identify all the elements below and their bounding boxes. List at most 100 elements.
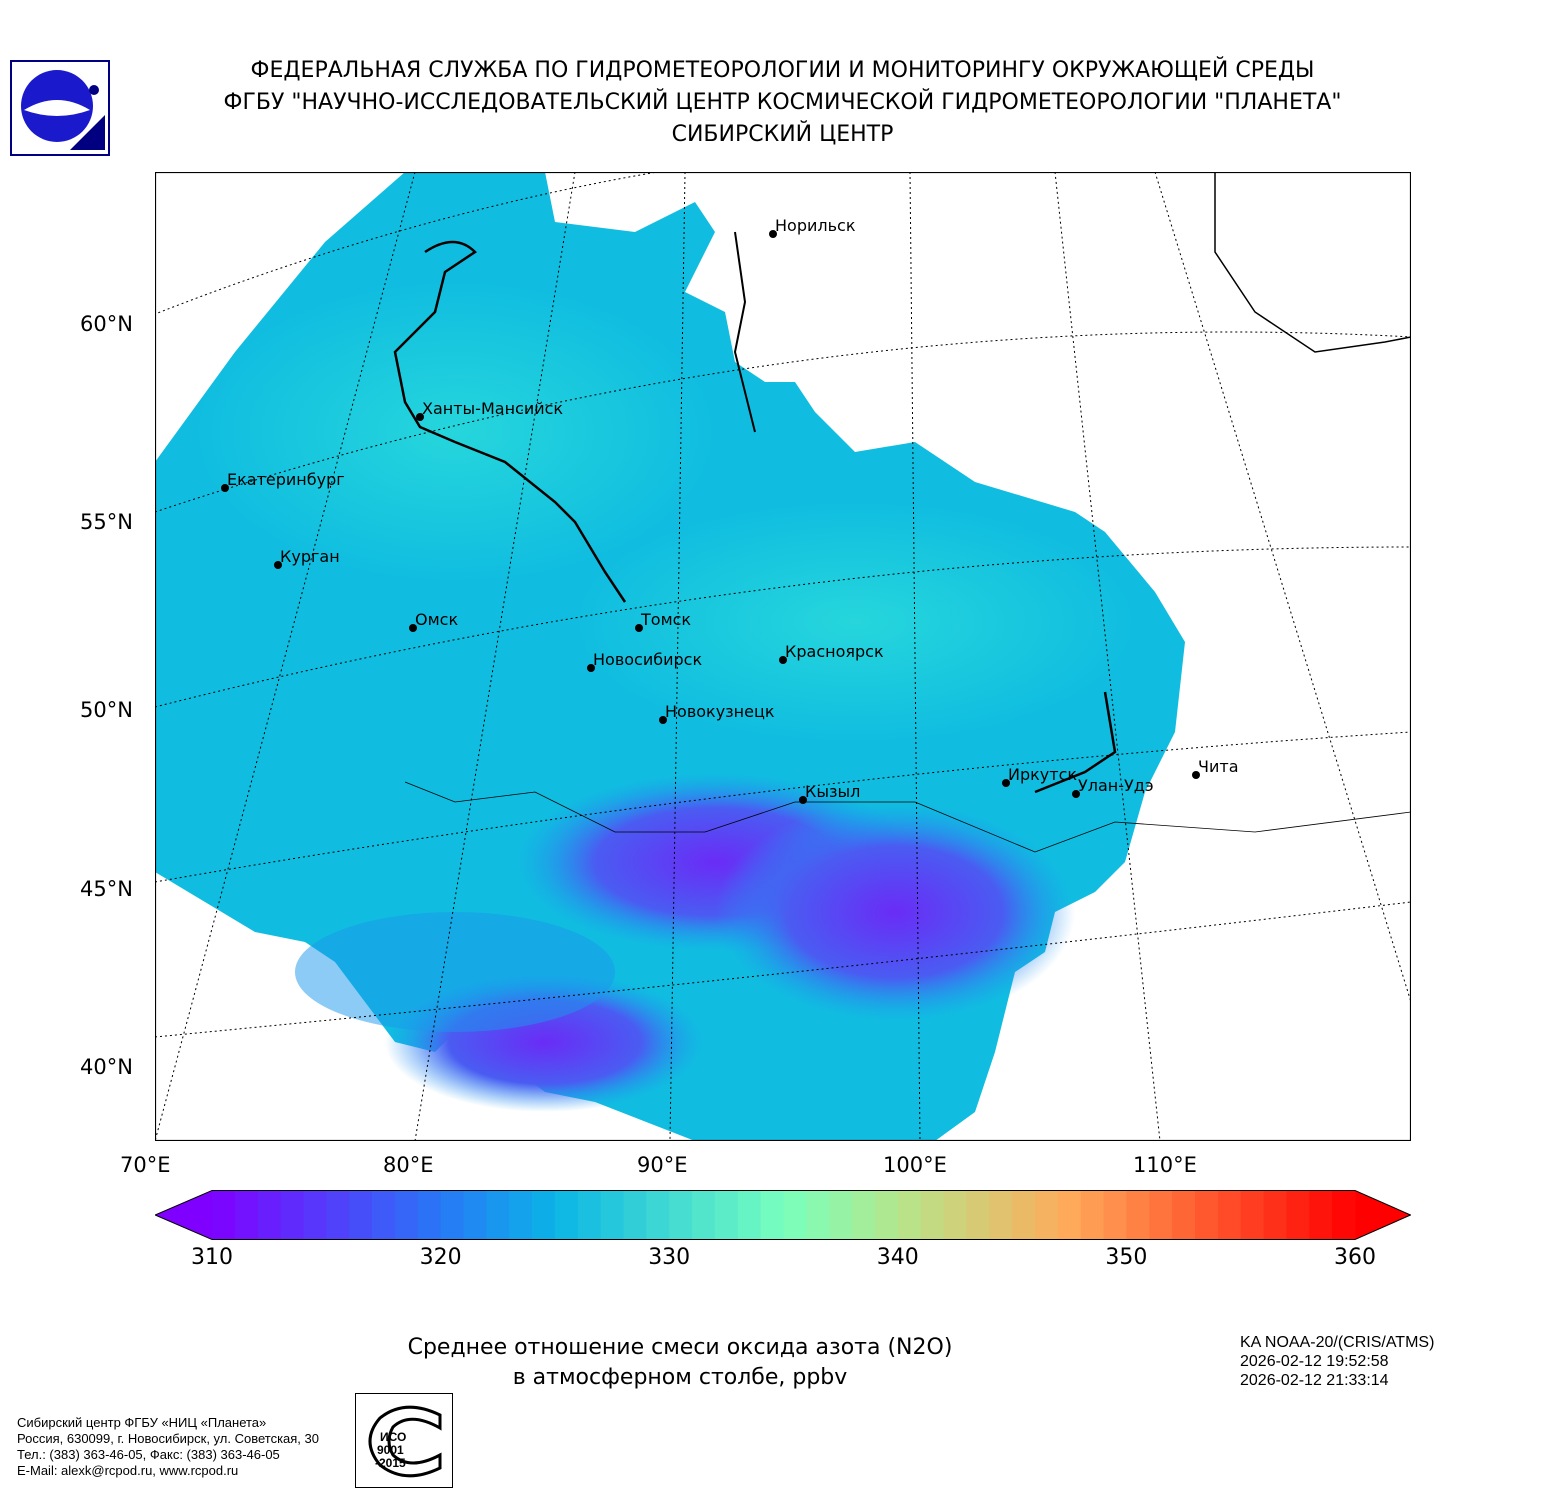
city-label: Новосибирск bbox=[593, 650, 702, 669]
end-time: 2026-02-12 21:33:14 bbox=[1240, 1372, 1389, 1389]
lon-label: 70°E bbox=[120, 1153, 171, 1177]
city-marker bbox=[1192, 771, 1200, 779]
colorbar-step bbox=[372, 1191, 396, 1239]
city-label: Кызыл bbox=[805, 782, 860, 801]
colorbar-step bbox=[417, 1191, 442, 1239]
city-label: Омск bbox=[415, 610, 458, 629]
colorbar-step bbox=[920, 1191, 945, 1239]
footer-phone: Тел.: (383) 363-46-05, Факс: (383) 363-4… bbox=[17, 1447, 280, 1462]
colorbar-step bbox=[440, 1191, 465, 1239]
lat-label: 60°N bbox=[80, 312, 133, 336]
city-marker bbox=[1072, 790, 1080, 798]
colorbar-tick: 350 bbox=[1105, 1245, 1148, 1270]
colorbar-step bbox=[989, 1191, 1013, 1239]
colorbar-step bbox=[1194, 1191, 1219, 1239]
colorbar-step bbox=[486, 1191, 510, 1239]
city-marker bbox=[587, 664, 595, 672]
colorbar-step bbox=[532, 1191, 556, 1239]
city-marker bbox=[274, 561, 282, 569]
colorbar-tick: 310 bbox=[191, 1245, 233, 1270]
colorbar-step bbox=[326, 1191, 350, 1239]
lat-label: 40°N bbox=[80, 1055, 133, 1079]
parallel-line bbox=[155, 546, 1411, 708]
header-line3: СИБИРСКИЙ ЦЕНТР bbox=[671, 122, 894, 147]
city-label: Томск bbox=[640, 610, 691, 629]
colorbar-step bbox=[234, 1191, 259, 1239]
city-marker bbox=[409, 624, 417, 632]
city-label: Иркутск bbox=[1008, 765, 1077, 784]
city-label: Курган bbox=[280, 547, 340, 566]
colorbar bbox=[155, 1190, 1411, 1240]
colorbar-step bbox=[692, 1191, 716, 1239]
colorbar-tick: 330 bbox=[648, 1245, 691, 1270]
footer-org: Сибирский центр ФГБУ «НИЦ «Планета» bbox=[17, 1415, 267, 1430]
footer-contacts: Сибирский центр ФГБУ «НИЦ «Планета» Росс… bbox=[17, 1415, 319, 1479]
header-line2: ФГБУ "НАУЧНО-ИССЛЕДОВАТЕЛЬСКИЙ ЦЕНТР КОС… bbox=[223, 90, 1342, 115]
satellite-info: KA NOAA-20/(CRIS/ATMS) 2026-02-12 19:52:… bbox=[1240, 1333, 1434, 1390]
colorbar-step bbox=[1332, 1191, 1356, 1239]
colorbar-step bbox=[874, 1191, 899, 1239]
footer-address: Россия, 630099, г. Новосибирск, ул. Сове… bbox=[17, 1431, 319, 1446]
colorbar-step bbox=[966, 1191, 990, 1239]
map-frame bbox=[155, 172, 1411, 1141]
colorbar-step bbox=[897, 1191, 922, 1239]
colorbar-step bbox=[1286, 1191, 1310, 1239]
lon-label: 100°E bbox=[883, 1153, 947, 1177]
lat-label: 50°N bbox=[80, 698, 133, 722]
meridian-line bbox=[1154, 172, 1411, 1003]
colorbar-step bbox=[349, 1191, 373, 1239]
colorbar-step bbox=[1217, 1191, 1242, 1239]
colorbar-step bbox=[212, 1191, 236, 1239]
product-title: Среднее отношение смеси оксида азота (N2… bbox=[380, 1333, 980, 1393]
city-marker bbox=[799, 796, 807, 804]
title-line1: Среднее отношение смеси оксида азота (N2… bbox=[407, 1335, 953, 1360]
colorbar-step bbox=[554, 1191, 579, 1239]
header-line1: ФЕДЕРАЛЬНАЯ СЛУЖБА ПО ГИДРОМЕТЕОРОЛОГИИ … bbox=[250, 58, 1315, 83]
lon-label: 110°E bbox=[1133, 1153, 1197, 1177]
lake-baikal bbox=[1034, 691, 1117, 794]
lon-label: 90°E bbox=[637, 1153, 688, 1177]
colorbar-step bbox=[509, 1191, 533, 1239]
colorbar-step bbox=[463, 1191, 487, 1239]
colorbar-outline bbox=[155, 1190, 1411, 1240]
city-marker bbox=[779, 656, 787, 664]
lon-label: 80°E bbox=[383, 1153, 434, 1177]
colorbar-step bbox=[1080, 1191, 1105, 1239]
city-label: Новокузнецк bbox=[665, 702, 775, 721]
city-marker bbox=[221, 484, 229, 492]
colorbar-step bbox=[303, 1191, 327, 1239]
city-marker bbox=[635, 624, 643, 632]
start-time: 2026-02-12 19:52:58 bbox=[1240, 1353, 1389, 1370]
city-label: Чита bbox=[1198, 757, 1239, 776]
title-line2: в атмосферном столбе, ppbv bbox=[512, 1365, 848, 1390]
meridian-line bbox=[155, 172, 416, 1141]
colorbar-step bbox=[1149, 1191, 1173, 1239]
city-marker bbox=[769, 230, 777, 238]
svg-text:ИСО: ИСО bbox=[380, 1430, 406, 1444]
colorbar-step bbox=[669, 1191, 693, 1239]
city-marker bbox=[1002, 779, 1010, 787]
colorbar-step bbox=[1263, 1191, 1288, 1239]
city-marker bbox=[416, 413, 424, 421]
colorbar-step bbox=[257, 1191, 282, 1239]
colorbar-step bbox=[760, 1191, 785, 1239]
colorbar-step bbox=[852, 1191, 876, 1239]
iso-stamp: ИСО 9001 -2015 bbox=[355, 1393, 453, 1488]
city-label: Ханты-Мансийск bbox=[422, 399, 563, 418]
parallel-line bbox=[155, 901, 1411, 1038]
colorbar-step bbox=[394, 1191, 419, 1239]
colorbar-step bbox=[600, 1191, 625, 1239]
lat-label: 55°N bbox=[80, 510, 133, 534]
colorbar-tick: 320 bbox=[419, 1245, 462, 1270]
city-label: Норильск bbox=[775, 216, 856, 235]
colorbar-max-arrow bbox=[1355, 1191, 1411, 1239]
colorbar-step bbox=[714, 1191, 739, 1239]
parallel-line bbox=[155, 331, 1411, 513]
colorbar-step bbox=[1057, 1191, 1082, 1239]
map: Норильск Ханты-Мансийск Екатеринбург Курган… bbox=[155, 172, 1411, 1141]
footer-email: E-Mail: alexk@rcpod.ru, www.rcpod.ru bbox=[17, 1463, 239, 1478]
colorbar-step bbox=[280, 1191, 305, 1239]
colorbar-step bbox=[623, 1191, 647, 1239]
colorbar-step bbox=[1240, 1191, 1265, 1239]
colorbar-step bbox=[1172, 1191, 1196, 1239]
